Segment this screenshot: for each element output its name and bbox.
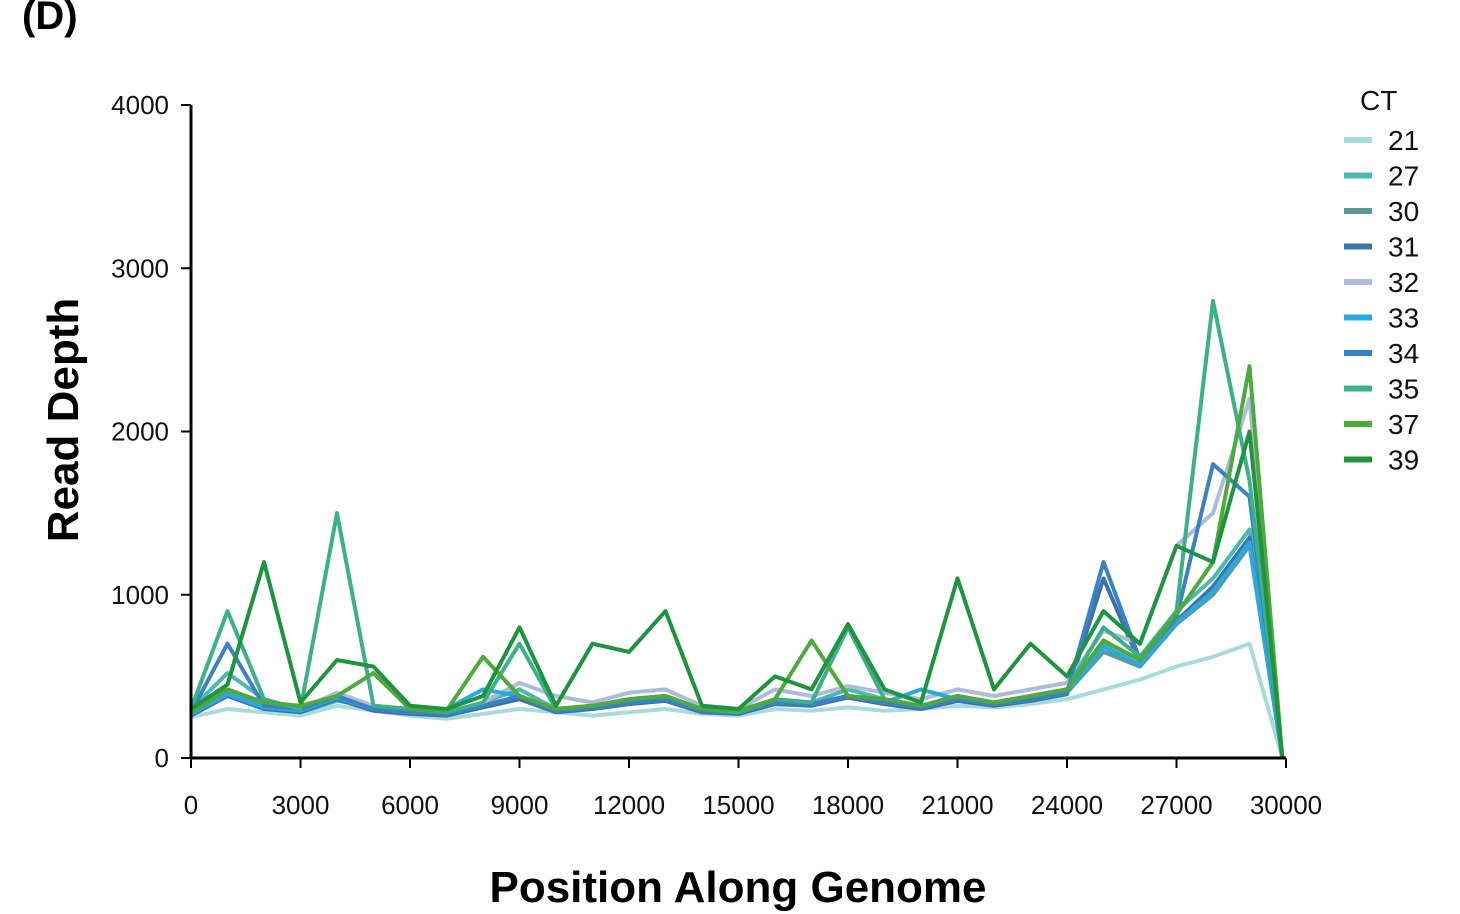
legend: CT 21 27 30 31 32 33 34 35 37 39 <box>1344 85 1419 476</box>
legend-title: CT <box>1360 85 1397 116</box>
x-tick-label: 18000 <box>812 790 884 820</box>
x-tick-label: 21000 <box>921 790 993 820</box>
legend-label: 37 <box>1388 409 1419 440</box>
legend-label: 27 <box>1388 161 1419 192</box>
x-tick-label: 15000 <box>702 790 774 820</box>
y-tick-label: 4000 <box>111 90 169 120</box>
series-line-ct-35 <box>189 298 1285 759</box>
legend-label: 34 <box>1388 338 1419 369</box>
x-tick-label: 6000 <box>381 790 439 820</box>
y-tick-label: 1000 <box>111 580 169 610</box>
y-tick-label: 0 <box>155 743 169 773</box>
legend-label: 30 <box>1388 196 1419 227</box>
panel-label: (D) <box>22 0 78 38</box>
legend-label: 33 <box>1388 303 1419 334</box>
legend-label: 32 <box>1388 267 1419 298</box>
x-tick-label: 27000 <box>1140 790 1212 820</box>
y-tick-label: 2000 <box>111 417 169 447</box>
x-ticks: 0 3000 6000 9000 12000 15000 18000 21000 24000 27… <box>184 758 1322 820</box>
series-line-ct-27 <box>189 527 1285 759</box>
x-tick-label: 0 <box>184 790 198 820</box>
legend-label: 31 <box>1388 232 1419 263</box>
x-tick-label: 30000 <box>1250 790 1322 820</box>
x-axis-title: Position Along Genome <box>489 863 986 912</box>
series-line-ct-39 <box>189 429 1285 759</box>
legend-label: 21 <box>1388 125 1419 156</box>
x-tick-label: 3000 <box>272 790 330 820</box>
axes: 0 3000 6000 9000 12000 15000 18000 21000 24000 27… <box>111 90 1322 820</box>
x-tick-label: 12000 <box>593 790 665 820</box>
plot-area <box>189 298 1285 759</box>
y-axis-title: Read Depth <box>39 298 88 542</box>
legend-label: 39 <box>1388 445 1419 476</box>
x-tick-label: 9000 <box>491 790 549 820</box>
y-ticks: 0 1000 2000 3000 4000 <box>111 90 191 773</box>
y-tick-label: 3000 <box>111 253 169 283</box>
legend-label: 35 <box>1388 374 1419 405</box>
x-tick-label: 24000 <box>1031 790 1103 820</box>
